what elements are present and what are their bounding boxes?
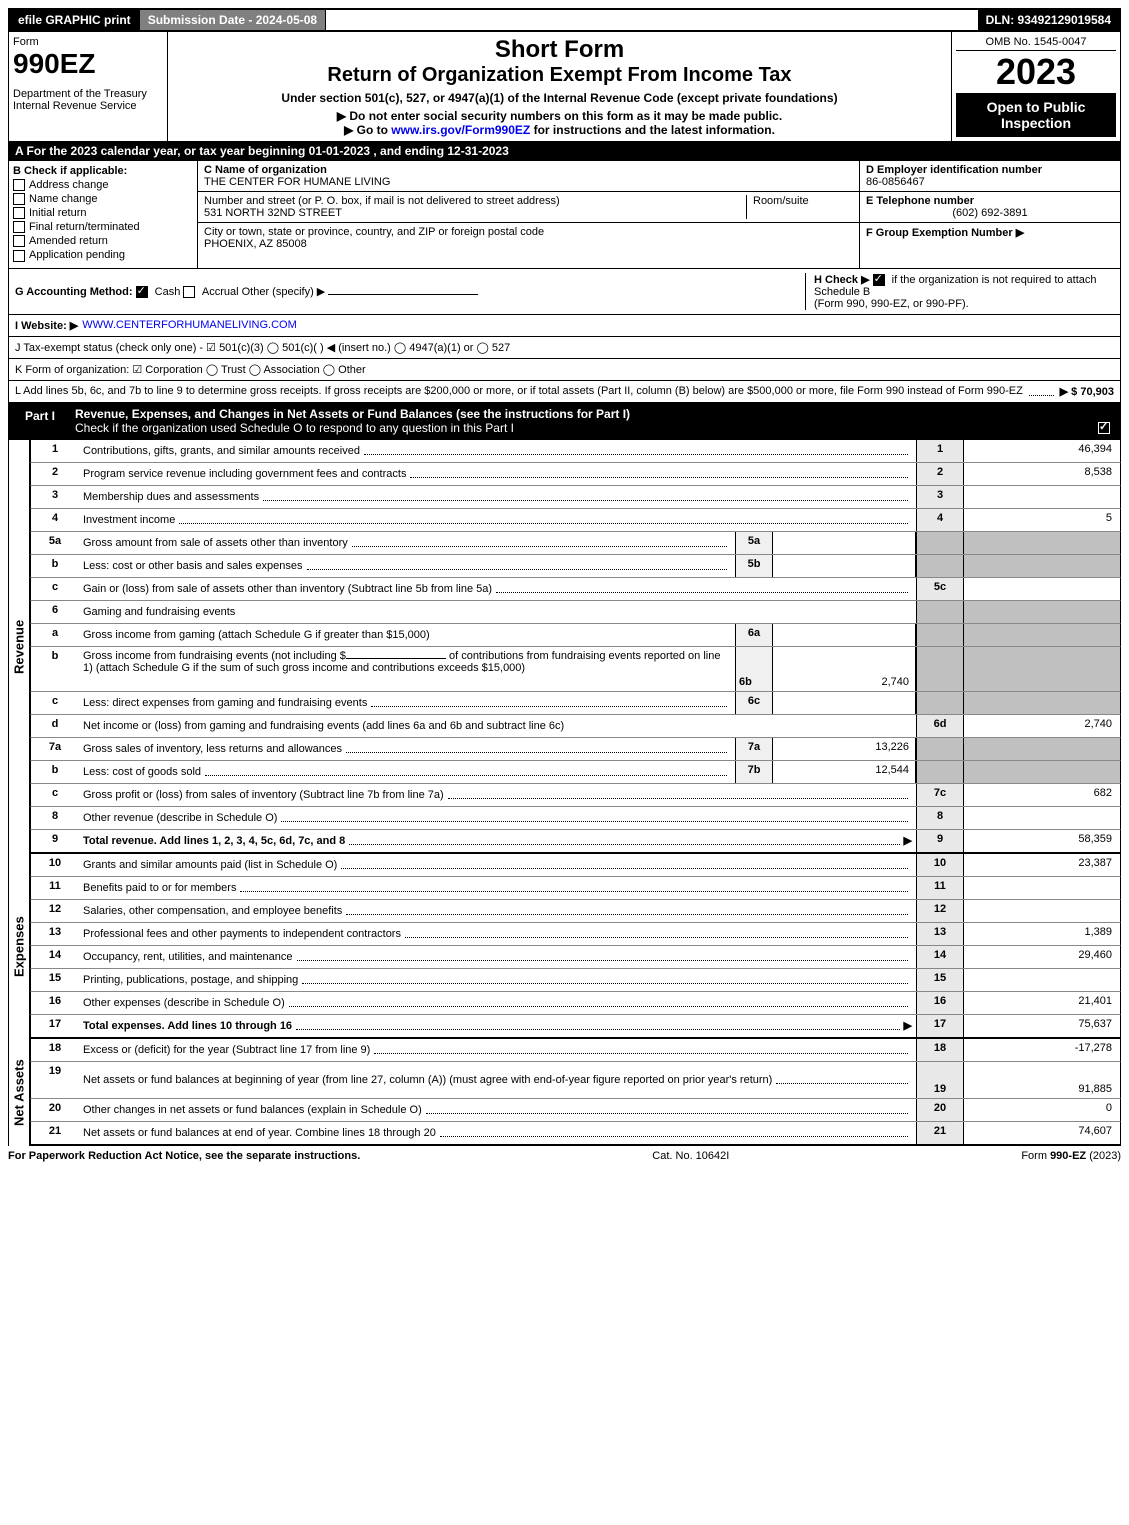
h-label: H Check ▶	[814, 274, 870, 286]
footer-left: For Paperwork Reduction Act Notice, see …	[8, 1150, 360, 1162]
line-7a-val: 13,226	[773, 738, 916, 760]
ein: 86-0856467	[866, 176, 925, 188]
phone: (602) 692-3891	[866, 207, 1114, 219]
group-exemption-label: F Group Exemption Number ▶	[866, 227, 1024, 239]
checkbox-address-change[interactable]	[13, 179, 25, 191]
line-9-amt: 58,359	[963, 830, 1120, 852]
line-15-amt	[963, 969, 1120, 991]
line-1-amt: 46,394	[963, 440, 1120, 462]
net-assets-group: Net Assets 18Excess or (deficit) for the…	[8, 1039, 1121, 1146]
checkbox-h[interactable]	[873, 274, 885, 286]
line-13-amt: 1,389	[963, 923, 1120, 945]
org-name: THE CENTER FOR HUMANE LIVING	[204, 176, 390, 188]
l-text: L Add lines 5b, 6c, and 7b to line 9 to …	[15, 385, 1023, 397]
section-k: K Form of organization: ☑ Corporation ◯ …	[8, 359, 1121, 381]
g-label: G Accounting Method:	[15, 286, 133, 298]
line-6d-amt: 2,740	[963, 715, 1120, 737]
line-14-amt: 29,460	[963, 946, 1120, 968]
b-label: B Check if applicable:	[13, 165, 193, 177]
city: PHOENIX, AZ 85008	[204, 238, 307, 250]
checkbox-initial-return[interactable]	[13, 207, 25, 219]
line-3-amt	[963, 486, 1120, 508]
part-1-subtitle: Check if the organization used Schedule …	[75, 421, 514, 435]
line-6b-val: 2,740	[773, 647, 916, 691]
street: 531 NORTH 32ND STREET	[204, 207, 342, 219]
footer-right: Form 990-EZ (2023)	[1021, 1150, 1121, 1162]
info-grid: B Check if applicable: Address change Na…	[8, 161, 1121, 269]
title-short: Short Form	[172, 36, 947, 64]
checkbox-schedule-o[interactable]	[1098, 422, 1110, 434]
form-header: Form 990EZ Department of the Treasury In…	[8, 32, 1121, 142]
checkbox-cash[interactable]	[136, 286, 148, 298]
checkbox-accrual[interactable]	[183, 286, 195, 298]
form-number: 990EZ	[13, 48, 163, 80]
section-d: D Employer identification number 86-0856…	[860, 161, 1120, 268]
revenue-group: Revenue 1Contributions, gifts, grants, a…	[8, 440, 1121, 854]
l-amount: ▶ $ 70,903	[1060, 385, 1114, 398]
line-7c-amt: 682	[963, 784, 1120, 806]
line-5b-val	[773, 555, 916, 577]
part-1-title: Revenue, Expenses, and Changes in Net As…	[75, 407, 630, 421]
section-c: C Name of organization THE CENTER FOR HU…	[198, 161, 860, 268]
part-1-header: Part I Revenue, Expenses, and Changes in…	[8, 403, 1121, 440]
revenue-side-label: Revenue	[8, 440, 30, 854]
phone-label: E Telephone number	[866, 195, 974, 207]
warning-1: ▶ Do not enter social security numbers o…	[172, 109, 947, 123]
website-link[interactable]: WWW.CENTERFORHUMANELIVING.COM	[82, 319, 297, 331]
line-5c-amt	[963, 578, 1120, 600]
tax-year: 2023	[956, 51, 1116, 93]
section-a: A For the 2023 calendar year, or tax yea…	[8, 142, 1121, 161]
line-8-amt	[963, 807, 1120, 829]
ein-label: D Employer identification number	[866, 164, 1042, 176]
line-17-amt: 75,637	[963, 1015, 1120, 1037]
checkbox-application-pending[interactable]	[13, 250, 25, 262]
irs-link[interactable]: www.irs.gov/Form990EZ	[391, 123, 530, 137]
checkbox-amended-return[interactable]	[13, 235, 25, 247]
open-to-public: Open to Public Inspection	[956, 93, 1116, 137]
line-6c-val	[773, 692, 916, 714]
section-b: B Check if applicable: Address change Na…	[9, 161, 198, 268]
omb-number: OMB No. 1545-0047	[956, 36, 1116, 51]
line-12-amt	[963, 900, 1120, 922]
line-16-amt: 21,401	[963, 992, 1120, 1014]
expenses-side-label: Expenses	[8, 854, 30, 1039]
line-5a-val	[773, 532, 916, 554]
part-1-label: Part I	[15, 407, 65, 435]
line-20-amt: 0	[963, 1099, 1120, 1121]
expenses-group: Expenses 10Grants and similar amounts pa…	[8, 854, 1121, 1039]
c-name-label: C Name of organization	[204, 164, 327, 176]
checkbox-name-change[interactable]	[13, 193, 25, 205]
line-10-amt: 23,387	[963, 854, 1120, 876]
line-2-amt: 8,538	[963, 463, 1120, 485]
section-i: I Website: ▶ WWW.CENTERFORHUMANELIVING.C…	[8, 315, 1121, 337]
i-label: I Website: ▶	[15, 319, 78, 332]
line-4-amt: 5	[963, 509, 1120, 531]
section-j: J Tax-exempt status (check only one) - ☑…	[8, 337, 1121, 359]
footer-mid: Cat. No. 10642I	[652, 1150, 729, 1162]
form-label: Form	[13, 36, 163, 48]
warning-2: ▶ Go to www.irs.gov/Form990EZ for instru…	[172, 123, 947, 137]
checkbox-final-return[interactable]	[13, 221, 25, 233]
submission-date: Submission Date - 2024-05-08	[140, 10, 326, 30]
section-text: Under section 501(c), 527, or 4947(a)(1)…	[172, 91, 947, 105]
street-label: Number and street (or P. O. box, if mail…	[204, 195, 560, 207]
title-main: Return of Organization Exempt From Incom…	[172, 64, 947, 87]
footer: For Paperwork Reduction Act Notice, see …	[8, 1146, 1121, 1166]
city-label: City or town, state or province, country…	[204, 226, 544, 238]
netassets-side-label: Net Assets	[8, 1039, 30, 1146]
line-7b-val: 12,544	[773, 761, 916, 783]
line-21-amt: 74,607	[963, 1122, 1120, 1144]
room-suite: Room/suite	[746, 195, 853, 219]
line-18-amt: -17,278	[963, 1039, 1120, 1061]
line-11-amt	[963, 877, 1120, 899]
dln: DLN: 93492129019584	[978, 10, 1119, 30]
top-bar: efile GRAPHIC print Submission Date - 20…	[8, 8, 1121, 32]
line-6a-val	[773, 624, 916, 646]
line-19-amt: 91,885	[963, 1062, 1120, 1098]
irs-label: Internal Revenue Service	[13, 100, 163, 112]
section-g-h: G Accounting Method: Cash Accrual Other …	[8, 269, 1121, 315]
dept-label: Department of the Treasury	[13, 88, 163, 100]
section-l: L Add lines 5b, 6c, and 7b to line 9 to …	[8, 381, 1121, 403]
efile-label[interactable]: efile GRAPHIC print	[10, 10, 140, 30]
